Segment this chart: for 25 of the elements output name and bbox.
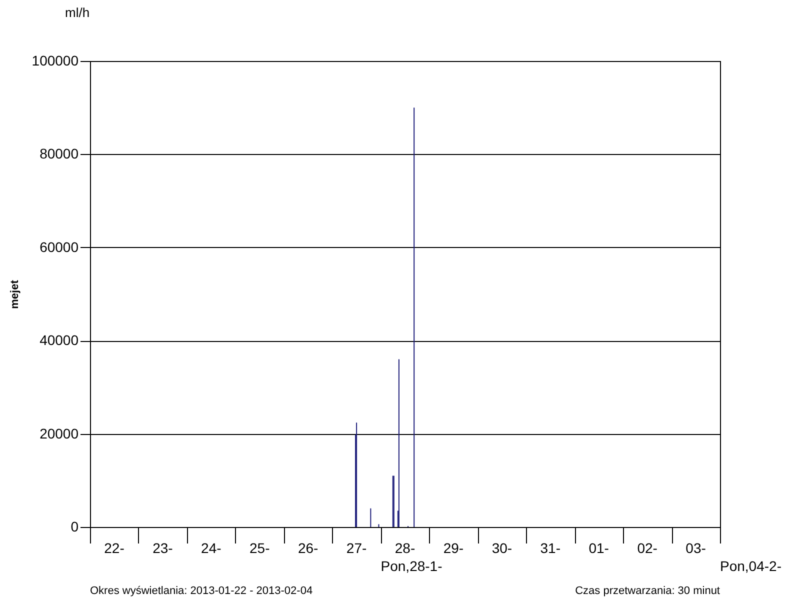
y-tick-label: 100000 bbox=[32, 52, 79, 68]
x-tick-label: 29- bbox=[443, 540, 464, 556]
x-tick-label: 01- bbox=[588, 540, 610, 556]
text: Czas przetwarzania: 30 minut bbox=[575, 585, 720, 597]
x-tick-label: 02- bbox=[637, 540, 658, 556]
y-tick-label: 60000 bbox=[40, 238, 79, 255]
y-tick-label: 40000 bbox=[40, 332, 79, 348]
y-tick-label: 20000 bbox=[40, 425, 79, 442]
x-tick-label: 26- bbox=[298, 540, 319, 556]
x-tick-label: 30- bbox=[492, 540, 512, 556]
x-tick-label: 27- bbox=[346, 540, 367, 556]
y-tick-label: 0 bbox=[70, 518, 79, 534]
text: Okres wyświetlania: 2013-01-22 - 2013-02-04 bbox=[90, 585, 313, 597]
x-tick-label: 24- bbox=[201, 540, 222, 556]
text: Pon,04-2- bbox=[720, 558, 782, 574]
x-tick-label: 23- bbox=[152, 540, 174, 556]
x-tick-label: 31- bbox=[540, 540, 561, 556]
x-tick-label: 28- bbox=[394, 540, 416, 556]
x-tick-label: 03- bbox=[686, 540, 706, 556]
text: ml/h bbox=[65, 5, 90, 20]
y-tick-label: 80000 bbox=[40, 146, 79, 162]
x-tick-label: 22- bbox=[104, 540, 125, 556]
x-tick-label: 25- bbox=[250, 540, 270, 556]
y-axis-title: mejet bbox=[8, 280, 21, 309]
text: Pon,28-1- bbox=[380, 558, 443, 574]
